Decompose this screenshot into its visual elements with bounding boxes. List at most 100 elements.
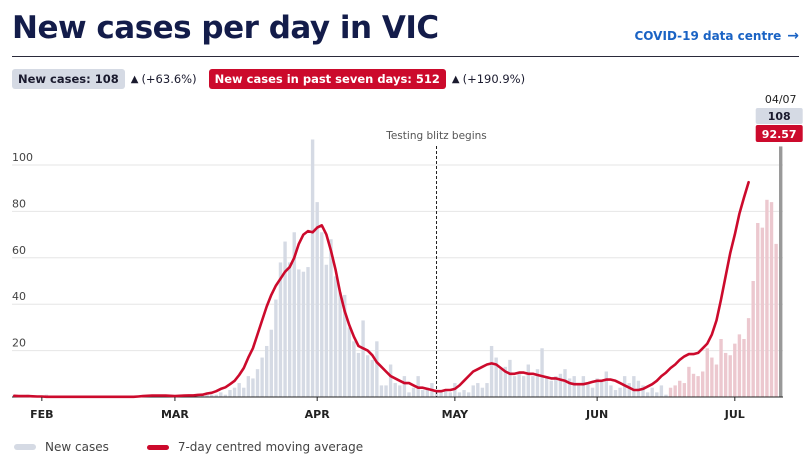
bar-new-cases — [540, 348, 544, 397]
bar-new-cases — [613, 390, 618, 397]
x-tick-label: JUL — [724, 408, 745, 421]
bar-new-cases — [604, 371, 609, 397]
bar-new-cases — [425, 387, 430, 397]
bar-new-cases — [388, 364, 393, 397]
bar-new-cases — [370, 359, 374, 397]
bar-new-cases — [352, 341, 356, 397]
moving-average-line — [13, 180, 750, 399]
bar-new-cases — [544, 376, 549, 397]
bar-new-cases — [600, 380, 604, 397]
arrow-up-icon: ▲ — [130, 73, 139, 85]
legend-label-bars: New cases — [45, 440, 109, 454]
arrow-up-icon: ▲ — [451, 73, 460, 85]
bar-new-cases — [554, 376, 558, 397]
bar-new-cases — [466, 392, 471, 397]
bar-new-cases — [691, 373, 696, 397]
bar-new-cases — [310, 139, 315, 398]
bar-new-cases — [324, 264, 329, 397]
bar-new-cases — [563, 369, 567, 397]
bar-new-cases — [333, 276, 338, 397]
new-cases-change: ▲ (+63.6%) — [131, 72, 197, 86]
bar-new-cases — [246, 376, 251, 397]
bar-new-cases — [742, 339, 746, 397]
last-point-date: 04/07 — [765, 93, 797, 106]
bar-new-cases — [760, 227, 765, 397]
bar-new-cases — [710, 357, 714, 397]
last-point-average-box — [755, 125, 803, 142]
y-tick-label: 100 — [12, 151, 33, 164]
bar-new-cases — [223, 394, 228, 397]
header-divider — [12, 56, 799, 57]
summary-badges: New cases: 108 ▲ (+63.6%) New cases in p… — [12, 69, 525, 89]
bar-new-cases — [411, 387, 416, 397]
bar-new-cases — [668, 387, 673, 397]
bar-new-cases — [297, 269, 301, 397]
bar-new-cases — [567, 378, 572, 397]
bar-new-cases — [522, 376, 526, 397]
bar-new-cases — [476, 383, 480, 397]
bar-new-cases — [242, 387, 246, 397]
bar-new-cases — [301, 271, 306, 397]
bar-new-cases — [572, 376, 576, 397]
new-cases-change-value: (+63.6%) — [141, 72, 197, 86]
bar-new-cases — [287, 262, 292, 397]
bar-new-cases — [664, 394, 668, 397]
bar-new-cases — [700, 371, 705, 397]
bar-new-cases — [375, 341, 379, 397]
link-label: COVID-19 data centre — [634, 29, 782, 43]
bar-new-cases — [471, 385, 475, 397]
y-tick-label: 60 — [12, 244, 26, 257]
bar-new-cases — [251, 378, 255, 397]
bar-new-cases — [398, 385, 402, 397]
page-title: New cases per day in VIC — [12, 10, 439, 46]
bar-new-cases — [581, 376, 586, 397]
bar-new-cases — [549, 380, 553, 397]
bar-new-cases — [320, 232, 324, 397]
bar-new-cases — [448, 392, 452, 397]
bar-new-cases — [590, 387, 595, 397]
bar-new-cases — [682, 383, 687, 397]
bar-new-cases — [756, 223, 760, 397]
x-tick-label: JUN — [585, 408, 608, 421]
bar-new-cases — [765, 199, 769, 397]
bar-new-cases — [214, 394, 218, 397]
x-tick-label: MAY — [442, 408, 469, 421]
x-tick-label: MAR — [161, 408, 189, 421]
bar-new-cases — [512, 376, 517, 397]
bar-new-cases — [746, 318, 751, 397]
bar-new-cases — [269, 329, 273, 397]
bar-new-cases — [627, 383, 631, 397]
bar-new-cases — [205, 394, 209, 397]
annotation-label: Testing blitz begins — [385, 130, 487, 142]
bar-new-cases — [315, 202, 319, 397]
bar-new-cases — [347, 327, 352, 397]
arrow-right-icon: → — [787, 28, 799, 44]
bar-new-cases — [733, 343, 737, 397]
bar-new-cases — [407, 392, 411, 397]
bar-new-cases — [659, 385, 664, 397]
legend-label-line: 7-day centred moving average — [177, 440, 364, 454]
bar-new-cases — [779, 146, 783, 397]
bar-new-cases — [434, 392, 439, 397]
seven-day-change-value: (+190.9%) — [462, 72, 526, 86]
bar-new-cases — [595, 378, 599, 397]
bar-new-cases — [439, 390, 443, 397]
bar-new-cases — [402, 376, 407, 397]
bar-new-cases — [356, 352, 361, 397]
bar-new-cases — [379, 385, 384, 397]
bar-new-cases — [365, 355, 370, 397]
legend-swatch-bars — [14, 444, 36, 450]
bar-new-cases — [586, 383, 590, 397]
bar-new-cases — [728, 355, 732, 397]
bar-new-cases — [751, 281, 755, 397]
bar-new-cases — [209, 394, 214, 397]
bar-new-cases — [255, 369, 260, 397]
bar-new-cases — [228, 390, 232, 397]
bar-new-cases — [232, 387, 237, 397]
bar-new-cases — [705, 348, 709, 397]
bar-new-cases — [499, 369, 503, 397]
covid-data-centre-link[interactable]: COVID-19 data centre → — [635, 28, 800, 44]
last-point-average-value: 92.57 — [762, 128, 797, 141]
bar-new-cases — [384, 385, 388, 397]
bar-new-cases — [421, 390, 425, 397]
